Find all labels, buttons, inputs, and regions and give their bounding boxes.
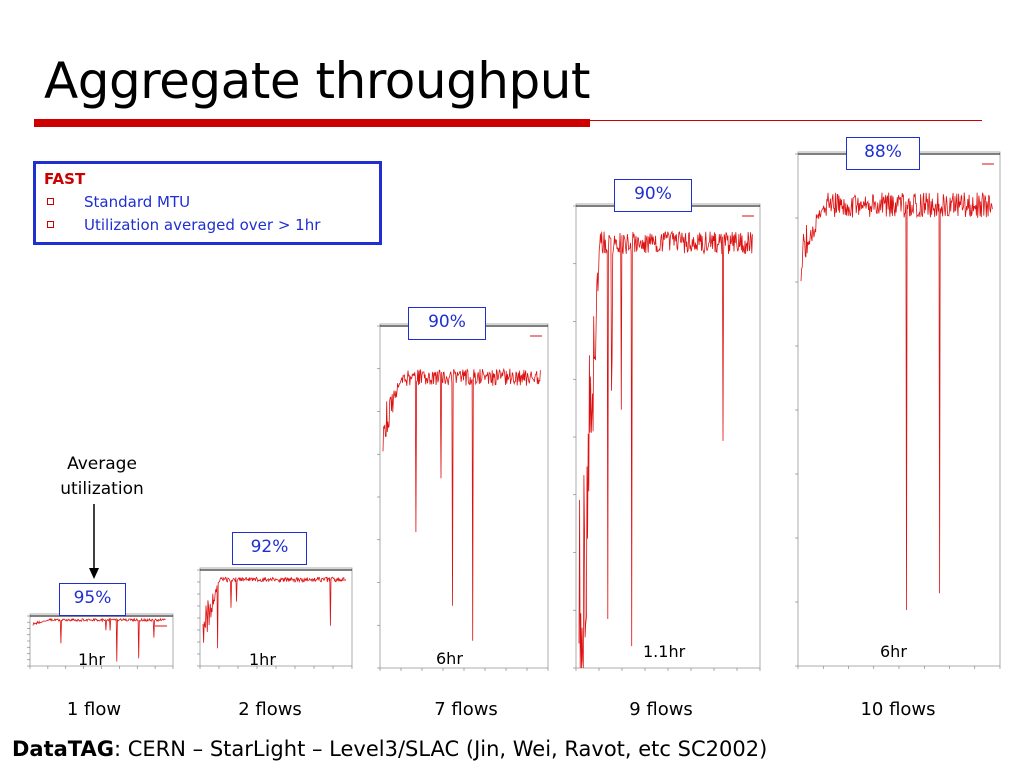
- throughput-plot-10-flows: [768, 146, 1004, 694]
- square-bullet-icon: [47, 198, 54, 205]
- utilization-badge: 88%: [846, 137, 920, 170]
- annotation-line-1: Average: [44, 452, 160, 477]
- info-item-label: Utilization averaged over > 1hr: [84, 216, 320, 234]
- utilization-badge: 90%: [614, 179, 692, 212]
- flow-count-label: 9 flows: [591, 699, 731, 720]
- info-heading: FAST: [44, 170, 379, 188]
- throughput-plot-7-flows: [360, 316, 552, 694]
- duration-label: 1hr: [78, 650, 105, 669]
- duration-label: 6hr: [880, 642, 907, 661]
- arrow-down-icon: [84, 502, 104, 582]
- duration-label: 1.1hr: [643, 642, 685, 661]
- slide-title: Aggregate throughput: [44, 52, 590, 110]
- annotation-line-2: utilization: [44, 477, 160, 502]
- flow-count-label: 2 flows: [200, 699, 340, 720]
- footer-bold: DataTAG: [12, 737, 114, 761]
- square-bullet-icon: [47, 221, 54, 228]
- info-item-label: Standard MTU: [84, 193, 190, 211]
- info-box: FAST Standard MTU Utilization averaged o…: [33, 161, 382, 245]
- title-underline-thin: [590, 120, 982, 121]
- utilization-badge: 92%: [232, 532, 307, 565]
- utilization-badge: 95%: [59, 583, 126, 616]
- title-underline-thick: [34, 119, 590, 127]
- footer-citation: DataTAG: CERN – StarLight – Level3/SLAC …: [12, 737, 767, 761]
- info-item-mtu: Standard MTU: [44, 193, 379, 211]
- duration-label: 1hr: [249, 650, 276, 669]
- duration-label: 6hr: [436, 649, 463, 668]
- average-utilization-annotation: Average utilization: [44, 452, 160, 502]
- throughput-plot-9-flows: [556, 196, 764, 694]
- flow-count-label: 7 flows: [396, 699, 536, 720]
- flow-count-label: 10 flows: [828, 699, 968, 720]
- info-item-utilization: Utilization averaged over > 1hr: [44, 216, 379, 234]
- utilization-badge: 90%: [408, 307, 486, 340]
- footer-text: : CERN – StarLight – Level3/SLAC (Jin, W…: [114, 737, 767, 761]
- flow-count-label: 1 flow: [24, 699, 164, 720]
